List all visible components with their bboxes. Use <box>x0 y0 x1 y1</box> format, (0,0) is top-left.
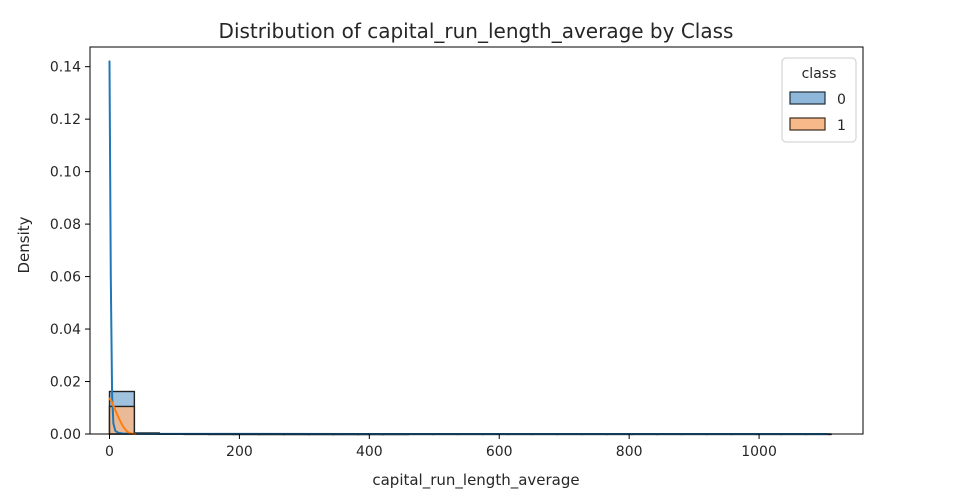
y-axis-label: Density <box>15 216 33 273</box>
legend-label-class-0: 0 <box>837 92 846 108</box>
x-tick-label: 200 <box>226 444 253 460</box>
y-tick-label: 0.12 <box>50 112 81 128</box>
legend-title: class <box>802 66 837 82</box>
y-tick-label: 0.02 <box>50 375 81 391</box>
plot-area: 0 200 400 600 800 1000 0.00 0.02 0.04 0.06 0.08 0.1… <box>50 46 864 460</box>
x-tick-label: 400 <box>356 444 383 460</box>
x-tick-label: 600 <box>486 444 513 460</box>
legend-label-class-1: 1 <box>837 118 846 134</box>
chart-title: Distribution of capital_run_length_avera… <box>219 19 734 43</box>
y-tick-label: 0.06 <box>50 270 81 286</box>
plot-frame <box>89 46 864 435</box>
kde-line-class-1 <box>108 397 137 435</box>
x-tick-label: 800 <box>616 444 643 460</box>
y-tick-label: 0.00 <box>50 427 81 443</box>
x-axis-label: capital_run_length_average <box>372 471 579 490</box>
legend-swatch-class-0 <box>789 91 826 105</box>
x-tick-label: 1000 <box>741 444 777 460</box>
y-tick-label: 0.14 <box>50 60 81 76</box>
x-tick-label: 0 <box>105 444 114 460</box>
y-tick-label: 0.04 <box>50 322 81 338</box>
y-tick-label: 0.08 <box>50 217 81 233</box>
legend-swatch-class-1 <box>789 117 826 131</box>
y-tick-label: 0.10 <box>50 165 81 181</box>
kde-line-class-0 <box>108 60 829 435</box>
